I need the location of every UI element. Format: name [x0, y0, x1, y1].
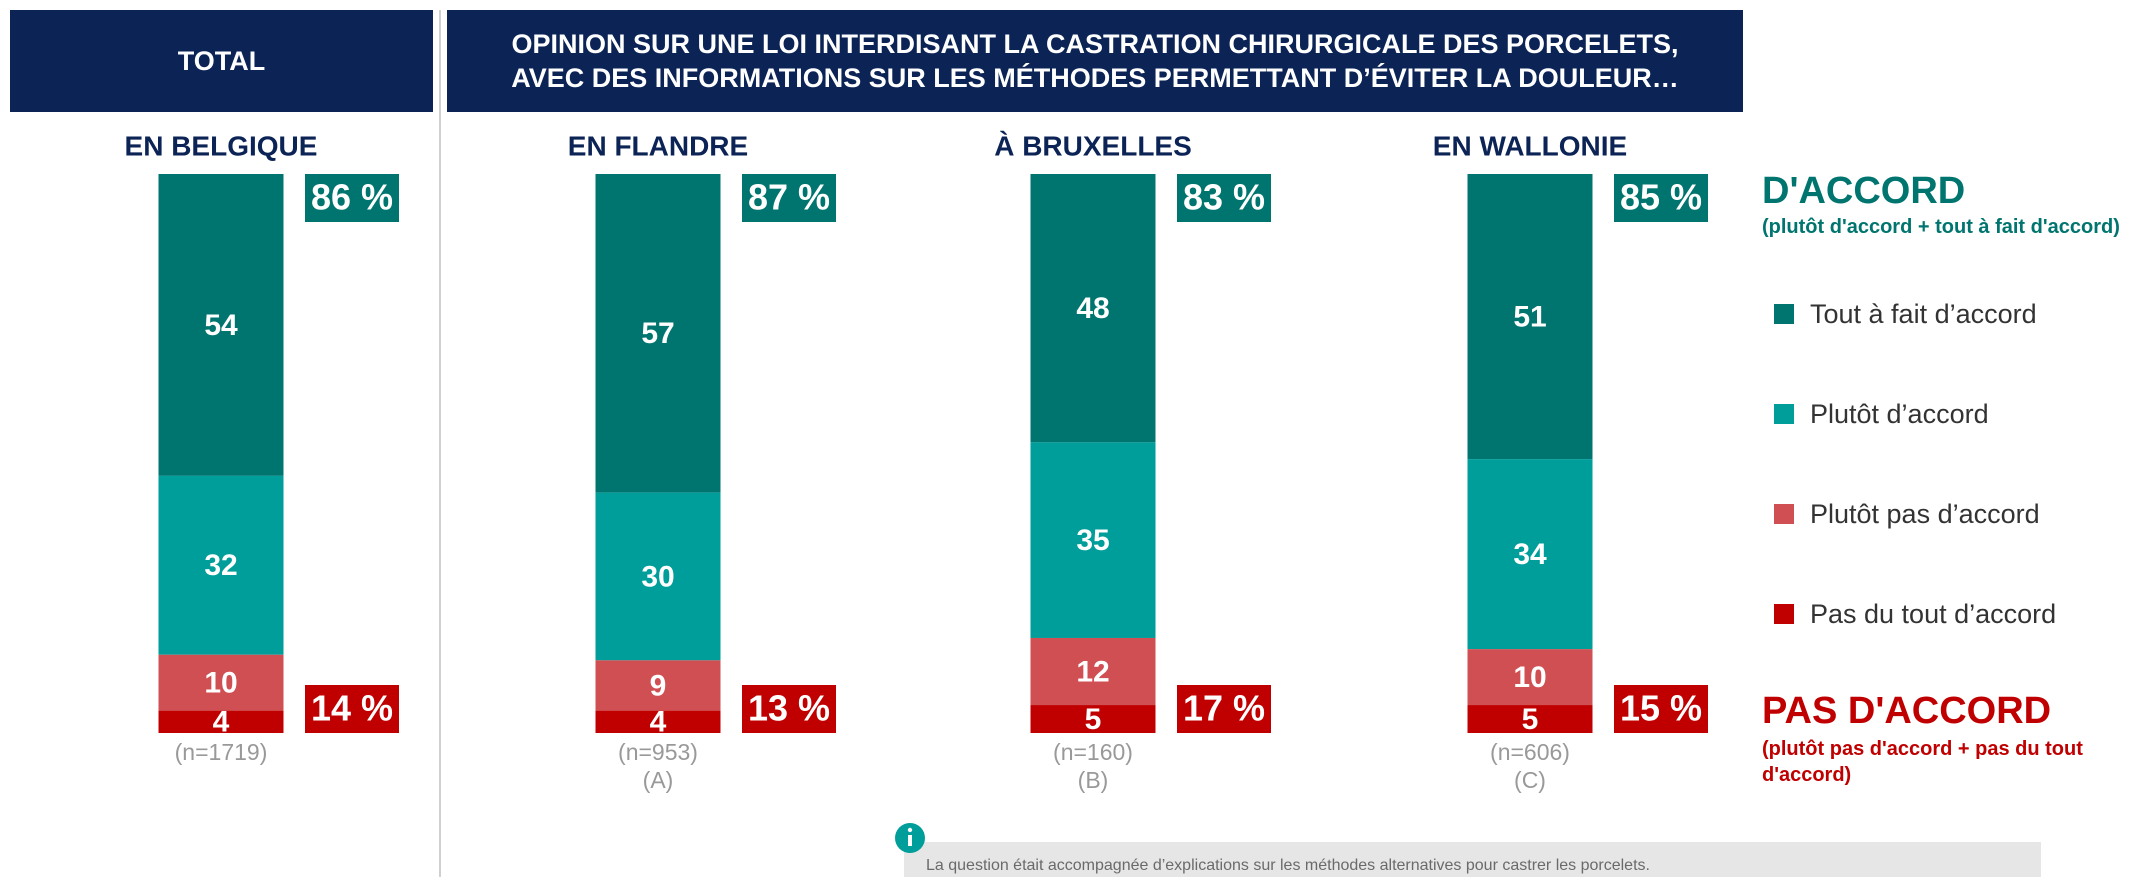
group-label: (A) [643, 767, 674, 793]
bar-segment [1030, 705, 1156, 733]
info-icon-dot [907, 827, 913, 833]
legend-label: Plutôt d’accord [1810, 399, 1989, 429]
agree-total-label: 87 % [748, 177, 830, 218]
sample-size: (n=953) [618, 739, 698, 765]
agree-total-label: 86 % [311, 177, 393, 218]
disagree-total-label: 17 % [1183, 688, 1265, 729]
segment-label: 12 [1076, 655, 1109, 688]
sample-size: (n=606) [1490, 739, 1570, 765]
header-total: TOTAL [10, 10, 433, 112]
legend-swatch [1774, 404, 1794, 424]
bar-segment [595, 492, 721, 661]
note-box [904, 842, 2041, 877]
bar-segment [158, 710, 284, 733]
segment-label: 34 [1513, 538, 1547, 571]
chart-title: OPINION SUR UNE LOI INTERDISANT LA CASTR… [447, 10, 1743, 112]
segment-label: 10 [204, 667, 237, 700]
segment-label: 30 [641, 560, 674, 593]
bar-segment [1030, 174, 1156, 443]
bar-segment [158, 174, 284, 476]
category-label: EN FLANDRE [568, 130, 748, 161]
sample-size: (n=160) [1053, 739, 1133, 765]
bar-segment [1467, 459, 1593, 650]
category-label: EN BELGIQUE [125, 130, 318, 161]
bar-segment [595, 710, 721, 733]
disagree-subtitle: (plutôt pas d'accord + pas du tout d'acc… [1762, 738, 2083, 786]
segment-label: 4 [213, 706, 230, 739]
bar-segment [1467, 649, 1593, 706]
legend-swatch [1774, 604, 1794, 624]
bar-segment [158, 475, 284, 655]
segment-label: 9 [650, 669, 667, 702]
legend-label: Plutôt pas d’accord [1810, 499, 2040, 529]
segment-label: 57 [641, 317, 674, 350]
bar-segment [1467, 705, 1593, 733]
bar-segment [1030, 637, 1156, 706]
segment-label: 5 [1522, 703, 1539, 736]
bar-segment [1030, 442, 1156, 638]
group-label: (B) [1078, 767, 1109, 793]
disagree-total-label: 14 % [311, 688, 393, 729]
legend-label: Pas du tout d’accord [1810, 599, 2056, 629]
segment-label: 48 [1076, 292, 1109, 325]
segment-label: 54 [204, 309, 238, 342]
disagree-total-label: 15 % [1620, 688, 1702, 729]
agree-total-box [742, 174, 836, 222]
legend-swatch [1774, 504, 1794, 524]
legend-label: Tout à fait d’accord [1810, 299, 2037, 329]
agree-subtitle: (plutôt d'accord + tout à fait d'accord) [1762, 216, 2120, 238]
segment-label: 32 [204, 549, 237, 582]
sample-size: (n=1719) [175, 739, 268, 765]
agree-title: D'ACCORD [1762, 170, 1966, 212]
info-icon-stem [908, 835, 912, 846]
agree-total-label: 85 % [1620, 177, 1702, 218]
disagree-title: PAS D'ACCORD [1762, 690, 2052, 732]
segment-label: 35 [1076, 524, 1109, 557]
disagree-total-box [742, 685, 836, 733]
bar-segment [1467, 174, 1593, 460]
bar-segment [158, 654, 284, 711]
agree-total-box [1177, 174, 1271, 222]
bar-segment [595, 660, 721, 711]
bar-segment [595, 174, 721, 493]
segment-label: 10 [1513, 661, 1546, 694]
agree-total-label: 83 % [1183, 177, 1265, 218]
disagree-total-label: 13 % [748, 688, 830, 729]
disagree-total-box [305, 685, 399, 733]
segment-label: 5 [1085, 703, 1102, 736]
category-label: EN WALLONIE [1433, 130, 1627, 161]
agree-total-box [305, 174, 399, 222]
category-label: À BRUXELLES [994, 130, 1192, 161]
note: La question était accompagnée d’explicat… [926, 857, 1650, 874]
disagree-total-box [1614, 685, 1708, 733]
group-label: (C) [1514, 767, 1546, 793]
legend-swatch [1774, 304, 1794, 324]
segment-label: 51 [1513, 300, 1546, 333]
agree-total-box [1614, 174, 1708, 222]
disagree-total-box [1177, 685, 1271, 733]
segment-label: 4 [650, 706, 667, 739]
